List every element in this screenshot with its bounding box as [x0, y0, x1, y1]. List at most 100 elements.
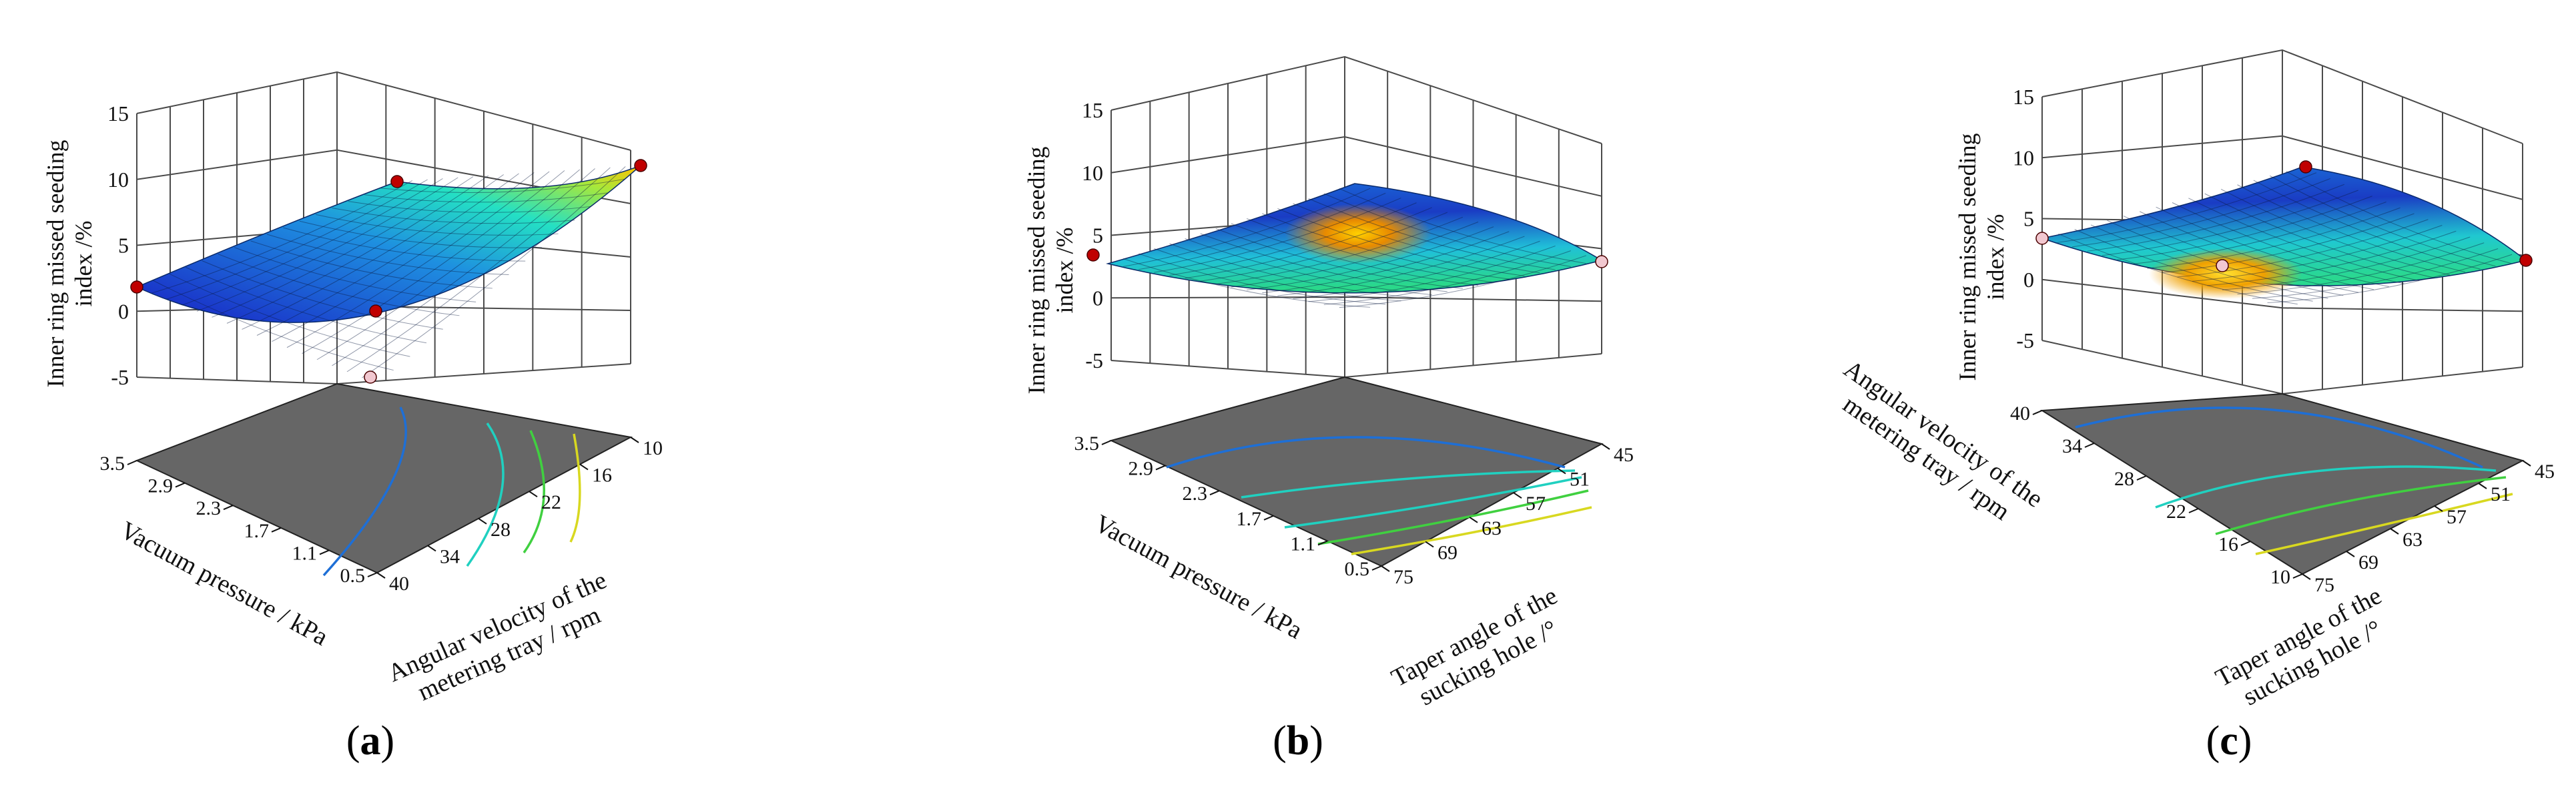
- mesh-line: [1308, 245, 1556, 302]
- y-axis-label: Taper angle of thesucking hole /°: [2211, 581, 2400, 718]
- panel-label-letter: a: [360, 718, 381, 764]
- y-tick-label: 63: [2402, 529, 2423, 551]
- z-tick-label: 10: [107, 168, 129, 192]
- x-tick-label: 2.3: [196, 497, 222, 519]
- mesh-line: [1122, 258, 1371, 308]
- design-point: [1086, 248, 1100, 262]
- y-tick-label: 57: [1526, 493, 1546, 515]
- design-point: [130, 280, 143, 294]
- mesh-line: [2156, 206, 2389, 287]
- x-axis-label: Angular velocity of themetering tray / r…: [1822, 355, 2048, 537]
- z-axis: 15 10 5 0 -5 Inner ring missed seedingindex /…: [1023, 98, 1103, 394]
- mesh-line: [380, 178, 625, 194]
- mesh-line: [1169, 243, 1417, 298]
- z-gridline: [1110, 296, 1602, 302]
- design-points: [130, 159, 647, 384]
- x-tick-label: 0.5: [340, 565, 366, 587]
- z-tick-label: 15: [1082, 98, 1103, 122]
- mesh-line: [169, 273, 410, 357]
- mesh-line: [1200, 233, 1447, 292]
- mesh-line: [266, 234, 509, 275]
- mesh-line: [302, 170, 565, 354]
- x-tick: [319, 549, 330, 555]
- mesh-line: [283, 227, 526, 262]
- z-tick-label: 10: [2013, 146, 2034, 170]
- mesh-line: [316, 169, 581, 360]
- y-tick: [529, 491, 538, 498]
- design-point: [390, 175, 404, 188]
- x-tick-label: 1.1: [292, 542, 318, 564]
- y-tick: [1425, 541, 1434, 548]
- y-tick: [2522, 460, 2531, 467]
- panel-label: (b): [1273, 718, 1323, 764]
- design-point: [2216, 259, 2229, 272]
- panel-label-letter: b: [1287, 718, 1309, 764]
- x-tick-label: 16: [2218, 533, 2238, 555]
- mesh-line: [286, 171, 550, 348]
- x-tick: [1209, 490, 1220, 496]
- surface-mesh: [151, 166, 626, 378]
- surface-hotspot: [1285, 204, 1431, 264]
- panel-label-open: (: [346, 718, 360, 764]
- x-tick-label: 40: [2010, 403, 2030, 425]
- z-tick-label: 15: [2013, 85, 2034, 109]
- mesh-line: [1323, 193, 1571, 267]
- response-surface: [1106, 183, 1603, 308]
- mesh-line: [2237, 242, 2485, 295]
- z-tick-label: -5: [111, 365, 129, 389]
- x-tick: [1155, 465, 1166, 471]
- x-tick-label: 1.7: [244, 520, 270, 542]
- x-tick-label: 34: [2062, 435, 2082, 457]
- mesh-line: [2204, 193, 2435, 278]
- mesh-line: [2074, 229, 2313, 302]
- y-tick: [2302, 573, 2311, 580]
- x-tick: [2292, 573, 2303, 579]
- mesh-line: [2253, 180, 2481, 270]
- mesh-line: [2207, 230, 2457, 286]
- y-tick: [630, 437, 639, 443]
- mesh-line: [272, 172, 535, 342]
- mesh-line: [2132, 202, 2386, 265]
- mesh-line: [316, 214, 559, 236]
- mesh-line: [185, 266, 427, 344]
- x-tick: [271, 527, 282, 533]
- x-tick-label: 2.9: [1129, 458, 1154, 480]
- mesh-line: [1293, 240, 1540, 299]
- x-tick: [1263, 515, 1274, 521]
- y-tick: [1601, 443, 1610, 450]
- z-gridline: [1110, 353, 1602, 378]
- mesh-line: [346, 167, 611, 372]
- mesh-line: [151, 180, 413, 294]
- z-axis-label: Inner ring missed seedingindex /%: [42, 140, 97, 388]
- panel-a: 15 10 5 0 -5 Inner ring missed seedingindex /…: [42, 71, 663, 764]
- mesh-line: [196, 177, 458, 312]
- mesh-line: [1339, 255, 1587, 308]
- surface-mesh: [2057, 171, 2513, 305]
- y-tick-label: 69: [2358, 551, 2378, 573]
- z-axis-label: Inner ring missed seedingindex /%: [1954, 134, 2009, 381]
- y-axis-label: Taper angle of thesucking hole /°: [1387, 581, 1576, 718]
- panel-label: (c): [2206, 718, 2252, 764]
- x-tick: [2032, 410, 2043, 415]
- z-axis-label-line: index /%: [1051, 228, 1078, 314]
- mesh-line: [2252, 248, 2499, 299]
- y-tick: [1513, 492, 1522, 499]
- x-tick-label: 2.3: [1183, 483, 1208, 505]
- z-axis-label: Inner ring missed seedingindex /%: [1023, 147, 1078, 394]
- response-surface: [135, 165, 641, 378]
- z-tick-label: -5: [1085, 348, 1103, 372]
- mesh-line: [1139, 192, 1386, 270]
- mesh-line: [1262, 231, 1510, 294]
- contour-line: [2075, 407, 2483, 469]
- y-tick-label: 22: [541, 491, 561, 513]
- design-point: [364, 370, 377, 384]
- y-tick: [579, 463, 589, 471]
- mesh-line: [218, 254, 460, 316]
- floor-plane: [135, 382, 633, 574]
- mesh-line: [364, 192, 608, 203]
- y-tick-label: 57: [2447, 506, 2467, 528]
- mesh-line: [1262, 213, 1510, 280]
- y-tick-label: 45: [1614, 444, 1634, 466]
